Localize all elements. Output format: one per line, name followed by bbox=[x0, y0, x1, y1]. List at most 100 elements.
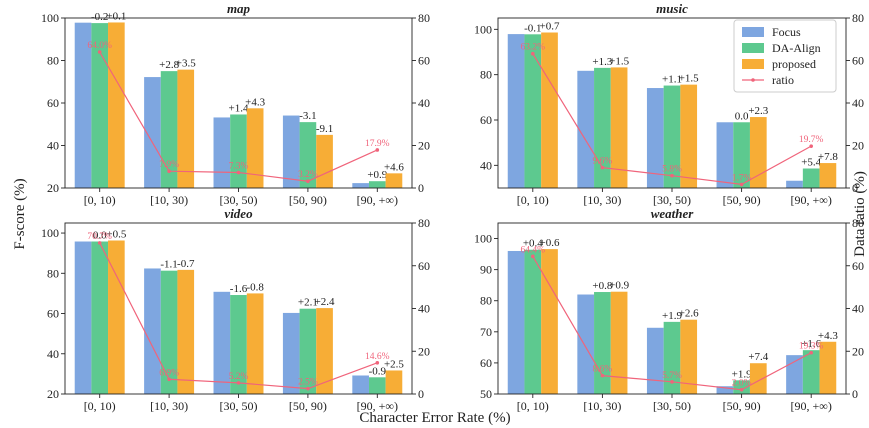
ratio-label: 64.0% bbox=[87, 41, 112, 51]
y2-tick-label: 0 bbox=[418, 181, 424, 195]
y-tick-label: 40 bbox=[480, 158, 492, 172]
ratio-marker-0 bbox=[97, 50, 102, 54]
y2-tick-label: 60 bbox=[418, 259, 430, 273]
ratio-label: 9.6% bbox=[593, 157, 613, 167]
bar-annotation: +0.6 bbox=[540, 237, 560, 249]
bar-annotation: +1.3 bbox=[592, 56, 612, 68]
bar-annotation: -0.7 bbox=[177, 258, 195, 270]
bar-annotation: +7.4 bbox=[748, 351, 768, 363]
bar-annotation: +0.8 bbox=[592, 280, 612, 292]
x-tick-label: [50, 90) bbox=[289, 193, 327, 207]
y-tick-label: 70 bbox=[480, 325, 492, 339]
y2-tick-label: 80 bbox=[852, 216, 864, 230]
bar-annotation: -0.1 bbox=[524, 22, 541, 34]
y-tick-label: 60 bbox=[47, 96, 59, 110]
y2-tick-label: 40 bbox=[418, 302, 430, 316]
y2-tick-label: 0 bbox=[852, 181, 858, 195]
x-tick-label: [30, 50) bbox=[220, 193, 258, 207]
bar-da-align-4 bbox=[368, 377, 386, 394]
y2-tick-label: 40 bbox=[852, 302, 864, 316]
ratio-marker-1 bbox=[600, 165, 605, 170]
ratio-marker-1 bbox=[600, 373, 605, 378]
ratio-label: 64.4% bbox=[521, 245, 546, 255]
panel-title: map bbox=[227, 1, 251, 16]
y-tick-label: 100 bbox=[474, 22, 492, 36]
y-tick-label: 60 bbox=[480, 113, 492, 127]
bar-da-align-4 bbox=[368, 181, 386, 188]
y2-tick-label: 20 bbox=[418, 139, 430, 153]
bar-focus-0 bbox=[74, 241, 92, 394]
bar-da-align-2 bbox=[230, 114, 247, 188]
legend: Focus DA-Align proposed ratio bbox=[733, 19, 837, 93]
y2-tick-label: 60 bbox=[852, 54, 864, 68]
chart-panel-music: -0.1 +1.3 +1.1 0.0 +5.4 +0.7 +1.5 +1.5 +2.3 +7.8 6… bbox=[474, 1, 864, 207]
bar-annotation: +4.6 bbox=[384, 161, 404, 173]
ratio-marker-2 bbox=[236, 381, 241, 385]
bar-annotation: -1.1 bbox=[160, 259, 177, 271]
bar-annotation: +1.5 bbox=[609, 55, 629, 67]
x-tick-label: [10, 30) bbox=[583, 193, 621, 207]
bar-da-align-1 bbox=[160, 71, 178, 188]
ratio-label: 7.9% bbox=[159, 160, 179, 170]
ratio-label: 14.6% bbox=[365, 352, 390, 362]
ratio-marker-3 bbox=[739, 182, 744, 187]
bar-annotation: -9.1 bbox=[316, 123, 333, 135]
bar-proposed-4 bbox=[385, 370, 403, 394]
bar-proposed-2 bbox=[680, 84, 698, 188]
y2-tick-label: 80 bbox=[852, 11, 864, 25]
y-tick-label: 80 bbox=[47, 54, 59, 68]
y2-tick-label: 40 bbox=[418, 96, 430, 110]
bar-focus-2 bbox=[213, 117, 231, 188]
y2-tick-label: 80 bbox=[418, 216, 430, 230]
ratio-label: 3.2% bbox=[298, 170, 318, 180]
bar-annotation: +0.9 bbox=[609, 280, 629, 292]
bar-focus-3 bbox=[716, 386, 734, 394]
bar-focus-2 bbox=[213, 291, 231, 394]
x-tick-label: [0, 10) bbox=[517, 399, 549, 413]
ratio-marker-3 bbox=[306, 386, 310, 391]
bar-annotation: +5.4 bbox=[801, 157, 821, 169]
bar-annotation: +1.6 bbox=[801, 338, 821, 350]
y-tick-label: 20 bbox=[47, 387, 59, 401]
bar-focus-0 bbox=[74, 22, 92, 188]
y2-tick-label: 40 bbox=[852, 96, 864, 110]
y-tick-label: 50 bbox=[480, 387, 492, 401]
bar-annotation: -0.9 bbox=[369, 365, 387, 377]
bar-annotation: +2.3 bbox=[748, 105, 768, 117]
bar-proposed-1 bbox=[177, 269, 195, 394]
x-tick-label: [10, 30) bbox=[150, 193, 188, 207]
chart-panel-weather: +0.4 +0.8 +1.9 +1.9 +1.6 +0.6 +0.9 +2.6 +7.4 +4.3… bbox=[474, 206, 864, 413]
bar-annotation: +7.8 bbox=[818, 151, 838, 163]
bar-annotation: +3.5 bbox=[176, 58, 196, 70]
bar-da-align-3 bbox=[733, 122, 750, 188]
y-tick-label: 40 bbox=[47, 347, 59, 361]
x-tick-label: [30, 50) bbox=[653, 399, 691, 413]
bar-annotation: +4.3 bbox=[245, 96, 265, 108]
chart-panel-video: 0.0 -1.1 -1.6 +2.1 -0.9 +0.5 -0.7 -0.8 +2.4 +2.5 7… bbox=[41, 206, 430, 413]
y2-tick-label: 20 bbox=[852, 139, 864, 153]
bar-da-align-3 bbox=[299, 308, 317, 394]
bar-annotation: -0.2 bbox=[91, 11, 108, 23]
bar-focus-1 bbox=[577, 294, 595, 394]
bar-da-align-0 bbox=[91, 241, 109, 394]
bar-focus-3 bbox=[716, 122, 734, 188]
y2-tick-label: 0 bbox=[418, 387, 424, 401]
ratio-label: 19.7% bbox=[799, 135, 824, 145]
y-tick-label: 100 bbox=[474, 232, 492, 246]
bar-focus-3 bbox=[282, 312, 300, 394]
bar-da-align-4 bbox=[802, 168, 820, 188]
ratio-label: 63.2% bbox=[521, 43, 546, 53]
bar-focus-2 bbox=[646, 88, 664, 188]
bar-annotation: -0.8 bbox=[246, 281, 264, 293]
legend-swatch-focus bbox=[742, 27, 764, 37]
bar-annotation: +1.4 bbox=[229, 102, 249, 114]
legend-label-da-align: DA-Align bbox=[772, 41, 821, 55]
y2-tick-label: 60 bbox=[852, 259, 864, 273]
legend-swatch-da-align bbox=[742, 43, 764, 53]
x-tick-label: [0, 10) bbox=[84, 399, 116, 413]
y-axis-label-left: F-score (%) bbox=[12, 178, 28, 249]
y-tick-label: 80 bbox=[480, 68, 492, 82]
bar-annotation: 0.0 bbox=[93, 230, 107, 242]
bar-annotation: +2.8 bbox=[159, 59, 179, 71]
y2-tick-label: 0 bbox=[852, 387, 858, 401]
